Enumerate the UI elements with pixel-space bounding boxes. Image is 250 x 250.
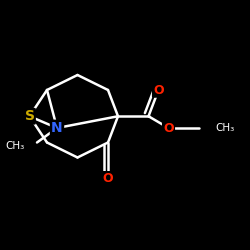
Text: O: O [153,84,164,96]
Text: CH₃: CH₃ [6,141,25,151]
Text: O: O [103,172,113,185]
Text: CH₃: CH₃ [215,123,234,133]
Text: S: S [24,109,34,123]
Text: N: N [51,121,63,135]
Text: O: O [163,122,174,134]
